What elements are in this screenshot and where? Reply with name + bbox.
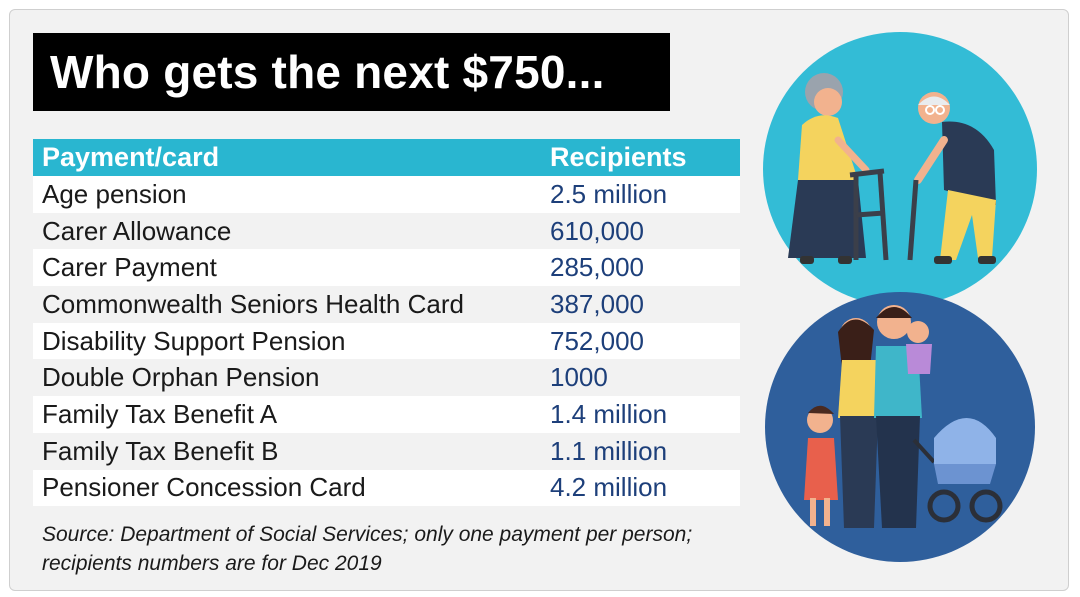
source-line-1: Source: Department of Social Services; o…	[42, 523, 693, 546]
table-header: Payment/card Recipients	[33, 139, 740, 176]
row-value: 610,000	[550, 215, 644, 246]
row-value: 1.4 million	[550, 398, 668, 429]
elderly-couple-illustration	[763, 32, 1037, 306]
table-row: Family Tax Benefit B 1.1 million	[33, 432, 740, 470]
page-title: Who gets the next $750...	[50, 46, 605, 98]
old-man-figure	[907, 92, 996, 264]
row-name: Commonwealth Seniors Health Card	[42, 288, 464, 319]
mother-figure	[838, 318, 880, 528]
source-line-2: recipients numbers are for Dec 2019	[42, 552, 382, 575]
table-row: Carer Allowance 610,000	[33, 212, 740, 250]
table-row: Commonwealth Seniors Health Card 387,000	[33, 286, 740, 323]
row-name: Family Tax Benefit A	[42, 398, 278, 429]
title-banner: Who gets the next $750...	[33, 33, 670, 111]
row-value: 2.5 million	[550, 178, 668, 209]
row-name: Carer Payment	[42, 252, 217, 283]
row-value: 285,000	[550, 252, 644, 283]
payments-table: Payment/card Recipients Age pension 2.5 …	[33, 139, 740, 507]
table-row: Disability Support Pension 752,000	[33, 322, 740, 360]
row-name: Carer Allowance	[42, 215, 232, 246]
header-payment-card: Payment/card	[42, 142, 220, 172]
table-row: Age pension 2.5 million	[33, 176, 740, 213]
row-value: 752,000	[550, 325, 644, 356]
father-figure	[874, 305, 932, 528]
row-value: 1.1 million	[550, 435, 668, 466]
walker-frame	[849, 168, 889, 261]
baby-head	[907, 321, 929, 343]
stroller	[912, 418, 1003, 523]
row-value: 1000	[550, 362, 608, 393]
family-with-stroller-illustration	[765, 292, 1035, 562]
table-row: Double Orphan Pension 1000	[33, 359, 740, 397]
row-name: Double Orphan Pension	[42, 362, 320, 393]
old-woman-figure	[788, 73, 870, 264]
row-name: Pensioner Concession Card	[42, 472, 366, 503]
row-value: 4.2 million	[550, 472, 668, 503]
table-row: Family Tax Benefit A 1.4 million	[33, 396, 740, 433]
table-row: Carer Payment 285,000	[33, 249, 740, 287]
table-row: Pensioner Concession Card 4.2 million	[33, 469, 740, 507]
row-name: Age pension	[42, 178, 187, 209]
source-note: Source: Department of Social Services; o…	[42, 520, 782, 578]
row-value: 387,000	[550, 288, 644, 319]
row-name: Family Tax Benefit B	[42, 435, 279, 466]
child-figure	[804, 405, 838, 526]
row-name: Disability Support Pension	[42, 325, 346, 356]
header-recipients: Recipients	[550, 142, 687, 172]
